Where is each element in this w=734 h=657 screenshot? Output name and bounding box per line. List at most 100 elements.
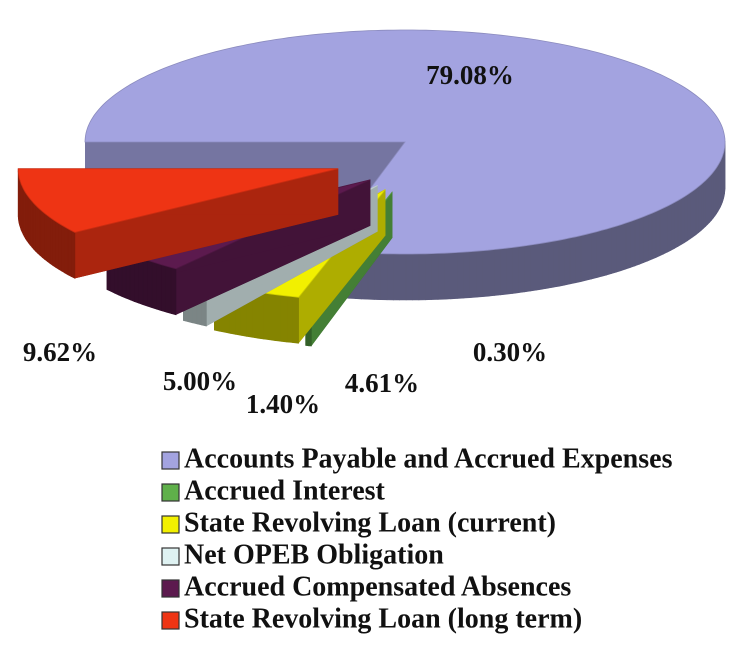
slice-wall — [405, 253, 413, 301]
slice-top — [84, 29, 726, 255]
slice-wall — [424, 253, 432, 301]
legend-swatch — [161, 547, 180, 566]
slice — [84, 29, 726, 301]
slice-wall — [64, 226, 69, 276]
slice-wall — [161, 264, 167, 313]
slice-wall — [437, 252, 445, 300]
slice-wall — [601, 228, 608, 277]
slice-wall — [558, 238, 565, 287]
slice-wall — [547, 240, 554, 289]
slice-wall — [257, 291, 264, 340]
legend-label: Accrued Compensated Absences — [184, 571, 571, 602]
slice-wall — [147, 259, 153, 309]
legend-swatch — [161, 451, 180, 470]
slice-wall — [630, 219, 636, 268]
slice-wall — [52, 218, 56, 268]
slice-wall — [58, 222, 62, 272]
legend-swatch — [161, 515, 180, 534]
slice-wall — [553, 239, 560, 288]
slice-wall — [591, 231, 597, 280]
slice-wall — [138, 256, 144, 306]
slice-wall — [170, 267, 177, 316]
slice-wall — [620, 222, 627, 272]
slice-wall — [643, 214, 649, 264]
data-labels: 79.08% 0.30% 4.61% 1.40% 5.00% 9.62% — [23, 60, 547, 419]
slice-wall — [575, 235, 582, 284]
slice-wall — [667, 203, 672, 253]
slice-wall — [700, 181, 704, 232]
slice-wall — [530, 243, 537, 292]
slice-wall — [481, 249, 489, 298]
slice-wall — [292, 296, 299, 344]
slice-wall — [512, 246, 519, 294]
data-label: 5.00% — [163, 366, 237, 396]
slice-wall — [165, 265, 172, 314]
slice-wall — [680, 196, 685, 246]
slice-wall — [286, 295, 294, 343]
legend-swatch — [161, 611, 180, 630]
slice-wall — [443, 252, 452, 300]
slice-wall — [380, 253, 388, 301]
slice-wall — [412, 253, 420, 301]
legend-label: Accounts Payable and Accrued Expenses — [184, 443, 673, 474]
slice-wall — [651, 211, 657, 260]
slice-wall — [475, 250, 483, 298]
slice-wall — [450, 252, 458, 300]
pie — [17, 29, 726, 347]
slice-wall — [541, 241, 549, 290]
slice-wall — [564, 237, 571, 286]
slice-wall — [611, 225, 617, 274]
slice-wall — [418, 253, 426, 301]
slice-wall — [670, 201, 675, 251]
slice-wall — [431, 253, 439, 300]
slice-wall — [616, 224, 622, 273]
slice-wall — [606, 227, 612, 276]
legend-swatch — [161, 579, 180, 598]
slice-wall — [41, 210, 45, 260]
slice-top — [17, 168, 339, 233]
slice-wall — [634, 217, 640, 267]
slice-wall — [683, 194, 688, 244]
slice-wall — [663, 205, 668, 255]
slice-wall — [493, 248, 501, 296]
slice-wall — [674, 199, 679, 249]
slice-wall — [655, 209, 661, 258]
slice-wall — [46, 214, 51, 264]
slice-wall — [39, 208, 43, 258]
slice-wall — [456, 251, 464, 299]
slice-wall — [156, 262, 162, 312]
slice-wall — [638, 216, 644, 265]
data-label: 1.40% — [246, 389, 320, 419]
slice-wall — [689, 190, 694, 240]
slice-wall — [500, 247, 507, 296]
data-label: 79.08% — [426, 60, 514, 90]
slice-wall — [596, 229, 603, 279]
slice-wall — [518, 245, 525, 294]
slice-wall — [55, 220, 59, 270]
legend-swatch — [161, 483, 180, 502]
slice-wall — [698, 183, 702, 234]
slice-wall — [399, 253, 407, 301]
data-label: 4.61% — [345, 368, 419, 398]
legend-label: Accrued Interest — [184, 475, 386, 506]
slice-wall — [142, 258, 148, 307]
slice-wall — [35, 204, 39, 255]
legend-label: State Revolving Loan (long term) — [184, 603, 582, 634]
slice-wall — [280, 294, 288, 343]
legend-label: Net OPEB Obligation — [184, 539, 444, 570]
slice-wall — [44, 212, 48, 262]
slice-wall — [151, 261, 157, 310]
slice-wall — [687, 192, 691, 242]
legend: Accounts Payable and Accrued ExpensesAcc… — [161, 443, 673, 634]
data-label: 9.62% — [23, 337, 97, 367]
slice-wall — [677, 198, 682, 248]
slice-wall — [393, 253, 401, 301]
data-label: 0.30% — [473, 337, 547, 367]
slice-wall — [269, 293, 276, 341]
slice-wall — [524, 244, 531, 293]
slice-wall — [569, 236, 576, 285]
slice-wall — [535, 242, 543, 291]
slice-wall — [702, 179, 706, 230]
slice-wall — [580, 233, 587, 282]
slice-wall — [487, 249, 495, 297]
